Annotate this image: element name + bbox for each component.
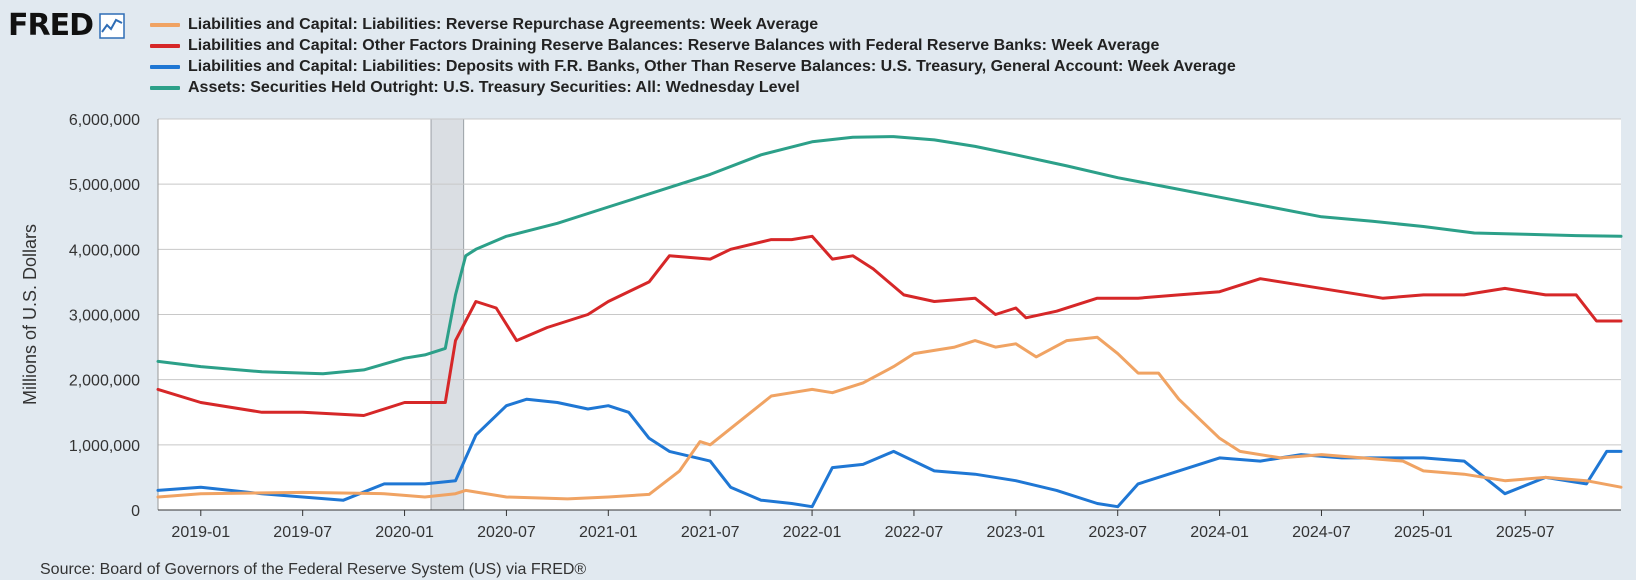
y-tick-label: 6,000,000 <box>69 112 140 129</box>
x-tick-label: 2024-07 <box>1292 524 1351 541</box>
chart-line-icon <box>99 12 125 39</box>
chart-legend: Liabilities and Capital: Liabilities: Re… <box>150 14 1236 98</box>
x-tick-label: 2019-07 <box>273 524 332 541</box>
source-note: Source: Board of Governors of the Federa… <box>40 561 587 578</box>
y-tick-label: 1,000,000 <box>69 438 140 455</box>
series-line <box>156 335 1623 501</box>
legend-item-rrp[interactable]: Liabilities and Capital: Liabilities: Re… <box>150 14 1236 35</box>
legend-label: Liabilities and Capital: Other Factors D… <box>188 36 1160 54</box>
x-tick-label: 2019-01 <box>171 524 230 541</box>
legend-swatch <box>150 43 180 48</box>
legend-label: Assets: Securities Held Outright: U.S. T… <box>188 78 800 96</box>
x-tick-label: 2025-01 <box>1394 524 1453 541</box>
y-tick-label: 3,000,000 <box>69 308 140 325</box>
x-tick-label: 2020-07 <box>477 524 536 541</box>
legend-item-reserves[interactable]: Liabilities and Capital: Other Factors D… <box>150 35 1236 56</box>
x-tick-label: 2021-07 <box>681 524 740 541</box>
series-line <box>156 135 1623 376</box>
x-tick-label: 2023-07 <box>1088 524 1147 541</box>
y-tick-label: 0 <box>131 503 140 520</box>
x-tick-label: 2024-01 <box>1190 524 1249 541</box>
fred-logo-text: FRED <box>8 8 94 43</box>
legend-label: Liabilities and Capital: Liabilities: Re… <box>188 15 819 33</box>
legend-swatch <box>150 64 180 69</box>
legend-swatch <box>150 85 180 90</box>
x-tick-label: 2020-01 <box>375 524 434 541</box>
y-tick-label: 2,000,000 <box>69 373 140 390</box>
legend-item-tga[interactable]: Liabilities and Capital: Liabilities: De… <box>150 56 1236 77</box>
y-axis-label: Millions of U.S. Dollars <box>20 224 40 405</box>
fred-logo[interactable]: FRED <box>8 8 125 43</box>
legend-label: Liabilities and Capital: Liabilities: De… <box>188 57 1236 75</box>
x-tick-label: 2022-01 <box>783 524 842 541</box>
legend-item-treasuries[interactable]: Assets: Securities Held Outright: U.S. T… <box>150 77 1236 98</box>
y-tick-label: 4,000,000 <box>69 242 140 259</box>
y-tick-label: 5,000,000 <box>69 177 140 194</box>
x-tick-label: 2023-01 <box>986 524 1045 541</box>
x-tick-label: 2025-07 <box>1496 524 1555 541</box>
series-line <box>156 234 1623 417</box>
legend-swatch <box>150 22 180 27</box>
x-tick-label: 2022-07 <box>885 524 944 541</box>
x-tick-label: 2021-01 <box>579 524 638 541</box>
